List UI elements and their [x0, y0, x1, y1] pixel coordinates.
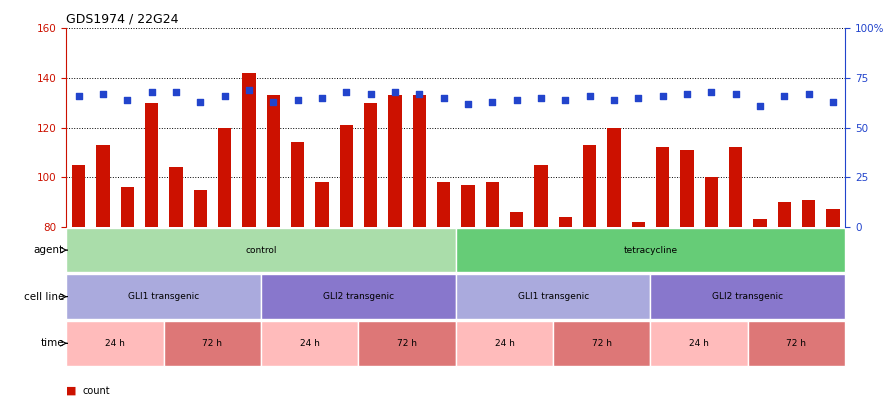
Point	[777, 93, 791, 99]
Point	[364, 91, 378, 97]
Bar	[389, 95, 402, 227]
Bar	[704, 177, 718, 227]
Bar	[632, 222, 645, 227]
Bar	[120, 187, 134, 227]
Bar	[456, 274, 650, 319]
Bar	[315, 182, 328, 227]
Point	[534, 94, 548, 101]
Point	[436, 94, 450, 101]
Text: 72 h: 72 h	[592, 339, 612, 348]
Point	[826, 98, 840, 105]
Bar	[96, 145, 110, 227]
Point	[510, 96, 524, 103]
Text: control: control	[245, 245, 277, 255]
Bar	[66, 228, 456, 273]
Point	[802, 91, 816, 97]
Bar	[242, 73, 256, 227]
Bar	[456, 321, 553, 366]
Bar	[753, 220, 766, 227]
Point	[680, 91, 694, 97]
Text: tetracycline: tetracycline	[623, 245, 678, 255]
Bar	[364, 103, 377, 227]
Text: cell line: cell line	[24, 292, 64, 302]
Bar	[748, 321, 845, 366]
Text: GLI1 transgenic: GLI1 transgenic	[128, 292, 199, 301]
Point	[412, 91, 427, 97]
Text: count: count	[82, 386, 110, 396]
Bar	[729, 147, 743, 227]
Bar	[261, 274, 456, 319]
Point	[72, 93, 86, 99]
Point	[656, 93, 670, 99]
Point	[607, 96, 621, 103]
Text: 72 h: 72 h	[787, 339, 806, 348]
Bar	[650, 274, 845, 319]
Bar	[558, 217, 572, 227]
Text: 24 h: 24 h	[105, 339, 125, 348]
Bar	[553, 321, 650, 366]
Bar	[535, 165, 548, 227]
Bar	[412, 95, 426, 227]
Bar	[169, 167, 182, 227]
Text: GDS1974 / 22G24: GDS1974 / 22G24	[66, 13, 179, 26]
Text: GLI1 transgenic: GLI1 transgenic	[518, 292, 589, 301]
Text: 72 h: 72 h	[397, 339, 417, 348]
Point	[315, 94, 329, 101]
Bar	[72, 165, 85, 227]
Bar	[218, 128, 231, 227]
Bar	[340, 125, 353, 227]
Point	[631, 94, 645, 101]
Bar	[358, 321, 456, 366]
Bar	[164, 321, 261, 366]
Point	[753, 102, 767, 109]
Bar	[145, 103, 158, 227]
Bar	[66, 321, 164, 366]
Text: 24 h: 24 h	[300, 339, 319, 348]
Bar	[66, 274, 261, 319]
Bar	[461, 185, 474, 227]
Point	[120, 96, 135, 103]
Text: agent: agent	[34, 245, 64, 255]
Bar	[261, 321, 358, 366]
Point	[558, 96, 573, 103]
Point	[266, 98, 281, 105]
Point	[290, 96, 304, 103]
Point	[96, 91, 110, 97]
Point	[193, 98, 207, 105]
Bar	[802, 200, 815, 227]
Bar	[650, 321, 748, 366]
Point	[242, 87, 256, 93]
Bar	[266, 95, 280, 227]
Bar	[194, 190, 207, 227]
Text: time: time	[41, 338, 64, 348]
Text: GLI2 transgenic: GLI2 transgenic	[323, 292, 394, 301]
Point	[582, 93, 596, 99]
Point	[485, 98, 499, 105]
Bar	[583, 145, 596, 227]
Text: 24 h: 24 h	[495, 339, 514, 348]
Text: GLI2 transgenic: GLI2 transgenic	[712, 292, 783, 301]
Text: ■: ■	[66, 386, 77, 396]
Point	[461, 100, 475, 107]
Bar	[510, 212, 523, 227]
Point	[704, 89, 719, 95]
Point	[728, 91, 743, 97]
Point	[218, 93, 232, 99]
Bar	[456, 228, 845, 273]
Bar	[437, 182, 450, 227]
Point	[339, 89, 353, 95]
Bar	[656, 147, 669, 227]
Text: 24 h: 24 h	[689, 339, 709, 348]
Bar	[486, 182, 499, 227]
Point	[169, 89, 183, 95]
Point	[388, 89, 402, 95]
Text: 72 h: 72 h	[203, 339, 222, 348]
Bar	[681, 150, 694, 227]
Point	[144, 89, 158, 95]
Bar	[827, 209, 840, 227]
Bar	[291, 143, 304, 227]
Bar	[778, 202, 791, 227]
Bar	[607, 128, 620, 227]
